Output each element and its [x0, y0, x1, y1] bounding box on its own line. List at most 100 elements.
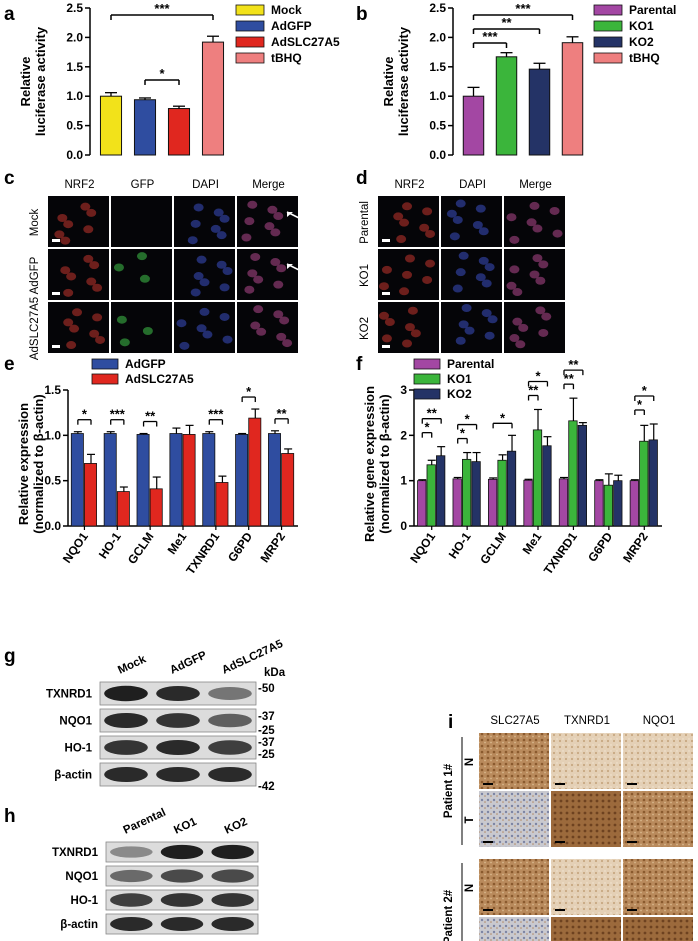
sig-label-f: * — [500, 410, 506, 425]
xtick-label-f-HO-1: HO-1 — [446, 529, 474, 561]
legend-swatch-b — [593, 4, 623, 16]
bar-e-G6PD-AdGFP — [235, 434, 249, 527]
cell-d — [509, 235, 520, 244]
cell-d — [549, 206, 560, 215]
cell-c — [210, 224, 221, 233]
bar-a-tBHQ — [201, 41, 225, 156]
cell-d — [404, 323, 415, 332]
cell-d — [515, 340, 526, 349]
bar-f-Me1-Parental — [523, 479, 533, 527]
bar-b-KO2 — [528, 68, 551, 156]
kda-marker: -25 — [258, 749, 275, 761]
sig-label-e: * — [82, 407, 88, 422]
blot-row-label-h-HO-1: HO-1 — [71, 895, 99, 907]
cell-c — [222, 335, 233, 344]
cell-d — [455, 199, 466, 208]
bar-f-GCLM-KO2 — [506, 450, 517, 527]
chart-f-ytick-label: 2 — [400, 428, 407, 442]
scale-bar-d — [382, 292, 390, 295]
cell-c — [273, 280, 284, 289]
bar-e-Me1-AdGFP — [169, 433, 183, 527]
cell-c — [92, 313, 103, 322]
ihc-column-label-NQO1: NQO1 — [643, 715, 676, 727]
cell-c — [86, 208, 97, 217]
cell-d — [402, 339, 413, 348]
scale-bar-c — [52, 292, 60, 295]
ihc-image-Patient 1#-N-NQO1 — [623, 733, 693, 789]
cell-c — [219, 312, 230, 321]
cell-d — [512, 317, 523, 326]
panel-letter-d: d — [356, 168, 368, 189]
chart-a-y-label: Relativeluciferase activity — [18, 26, 48, 136]
chart-b-ytick-label: 0.0 — [429, 148, 446, 162]
legend-label-f: KO2 — [447, 387, 472, 401]
row-label-d-KO1: KO1 — [359, 264, 371, 287]
band-g-TXNRD1-AdGFP — [156, 685, 200, 702]
lane-label-h-KO1: KO1 — [172, 816, 199, 837]
column-label-c-DAPI: DAPI — [192, 179, 219, 191]
bar-e-GCLM-AdGFP — [136, 434, 150, 527]
micrograph-c-Mock-GFP — [111, 196, 172, 247]
micrograph-d-KO2-Merge — [504, 302, 565, 353]
chart-a: 0.0 0.5 1.0 1.5 2.0 2.5 Relativeluciferase act… — [18, 1, 340, 162]
xtick-label-f-GCLM: GCLM — [477, 530, 509, 567]
ihc-image-Patient 2#-N-NQO1 — [623, 859, 693, 915]
cell-c — [244, 217, 255, 226]
bar-e-TXNRD1-AdGFP — [202, 433, 216, 527]
band-h-NQO1-Parental — [110, 869, 153, 883]
column-label-c-Merge: Merge — [252, 179, 285, 191]
bar-f-G6PD-KO2 — [613, 480, 623, 527]
xtick-label-e-G6PD: G6PD — [225, 529, 255, 564]
ihc-scale-bar — [483, 783, 493, 785]
cell-c — [256, 327, 267, 336]
cell-d — [484, 331, 495, 340]
cell-d — [399, 287, 410, 296]
blot-row-label-g-NQO1: NQO1 — [59, 716, 92, 728]
cell-c — [187, 236, 198, 245]
sig-label-e: *** — [110, 407, 126, 422]
cell-c — [196, 255, 207, 264]
row-label-c-AdGFP: AdGFP — [29, 256, 41, 294]
cell-c — [89, 329, 100, 338]
sig-label-a: *** — [154, 1, 170, 16]
chart-e-ytick-label: 1.5 — [44, 383, 61, 397]
band-h-β-actin-KO2 — [211, 916, 254, 932]
ihc-scale-bar — [483, 909, 493, 911]
arrow-head — [607, 280, 613, 285]
cell-c — [273, 212, 284, 221]
ihc-image-Patient 2#-T-NQO1 — [623, 917, 693, 941]
bar-f-TXNRD1-KO1 — [568, 420, 578, 527]
cell-c — [66, 341, 77, 350]
bar-f-MRP2-KO1 — [639, 440, 649, 527]
chart-a-ytick-label: 0.0 — [66, 148, 83, 162]
micrograph-d-Parental-DAPI — [441, 196, 502, 247]
cell-c — [176, 319, 187, 328]
sig-label-b: ** — [501, 15, 512, 30]
row-label-d-KO2: KO2 — [359, 317, 371, 340]
cell-d — [506, 281, 517, 290]
chart-b-ytick-label: 1.0 — [429, 89, 446, 103]
legend-label-b: KO1 — [629, 19, 654, 33]
scale-bar-d — [382, 345, 390, 348]
cell-d — [552, 229, 563, 238]
legend-swatch-f — [413, 388, 441, 400]
bar-f-GCLM-KO1 — [497, 459, 507, 527]
band-g-HO-1-Mock — [104, 740, 148, 755]
chart-a-ytick-label: 1.5 — [66, 60, 83, 74]
band-g-HO-1-AdSLC27A5 — [208, 740, 252, 755]
bar-f-MRP2-Parental — [629, 480, 639, 527]
sig-label-a: * — [159, 66, 165, 81]
bar-f-MRP2-KO2 — [648, 439, 658, 527]
band-h-TXNRD1-KO1 — [160, 844, 204, 860]
cell-c — [250, 321, 261, 330]
xtick-label-e-NQO1: NQO1 — [60, 529, 91, 565]
bar-e-HO-1-AdGFP — [103, 433, 117, 527]
ihc-column-label-TXNRD1: TXNRD1 — [564, 715, 610, 727]
cell-d — [404, 254, 415, 263]
cell-c — [113, 263, 124, 272]
bar-f-HO-1-KO2 — [471, 461, 481, 527]
blot-row-label-h-TXNRD1: TXNRD1 — [52, 847, 99, 859]
legend-label-e: AdGFP — [125, 357, 166, 371]
legend-label-a: Mock — [271, 3, 302, 17]
